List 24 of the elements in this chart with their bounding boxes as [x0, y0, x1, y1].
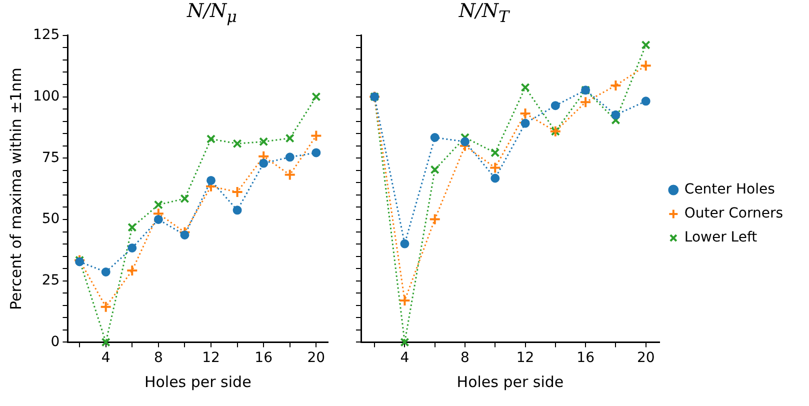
x-tick-label: 8 [154, 350, 163, 366]
x-tick-label: 12 [516, 350, 534, 366]
x-tick-label: 20 [307, 350, 326, 366]
x-tick-label: 4 [101, 350, 110, 366]
x-tick-label: 16 [576, 350, 595, 366]
x-axis-title: Holes per side [456, 372, 564, 391]
y-tick-label: 75 [42, 150, 60, 166]
x-tick-label: 12 [202, 350, 220, 366]
x-tick-label: 4 [400, 350, 410, 366]
legend-label: Outer Corners [684, 206, 784, 222]
y-tick-label: 125 [32, 27, 60, 44]
y-tick-label: 50 [42, 211, 60, 228]
legend-label: Center Holes [684, 182, 775, 198]
y-tick-label: 100 [32, 88, 60, 104]
chart-title: N/N$_{T}$ [458, 0, 511, 26]
y-tick-label: 0 [50, 334, 60, 350]
x-tick-label: 20 [636, 350, 655, 366]
x-tick-label: 8 [460, 350, 470, 366]
y-axis-title: Percent of maxima within ±1nm [6, 68, 25, 310]
y-tick-label: 25 [42, 272, 60, 288]
x-tick-label: 16 [254, 350, 273, 366]
x-axis-title: Holes per side [144, 372, 252, 391]
chart-title: N/N$_{μ}$ [186, 0, 238, 26]
legend-label: Lower Left [684, 230, 758, 246]
